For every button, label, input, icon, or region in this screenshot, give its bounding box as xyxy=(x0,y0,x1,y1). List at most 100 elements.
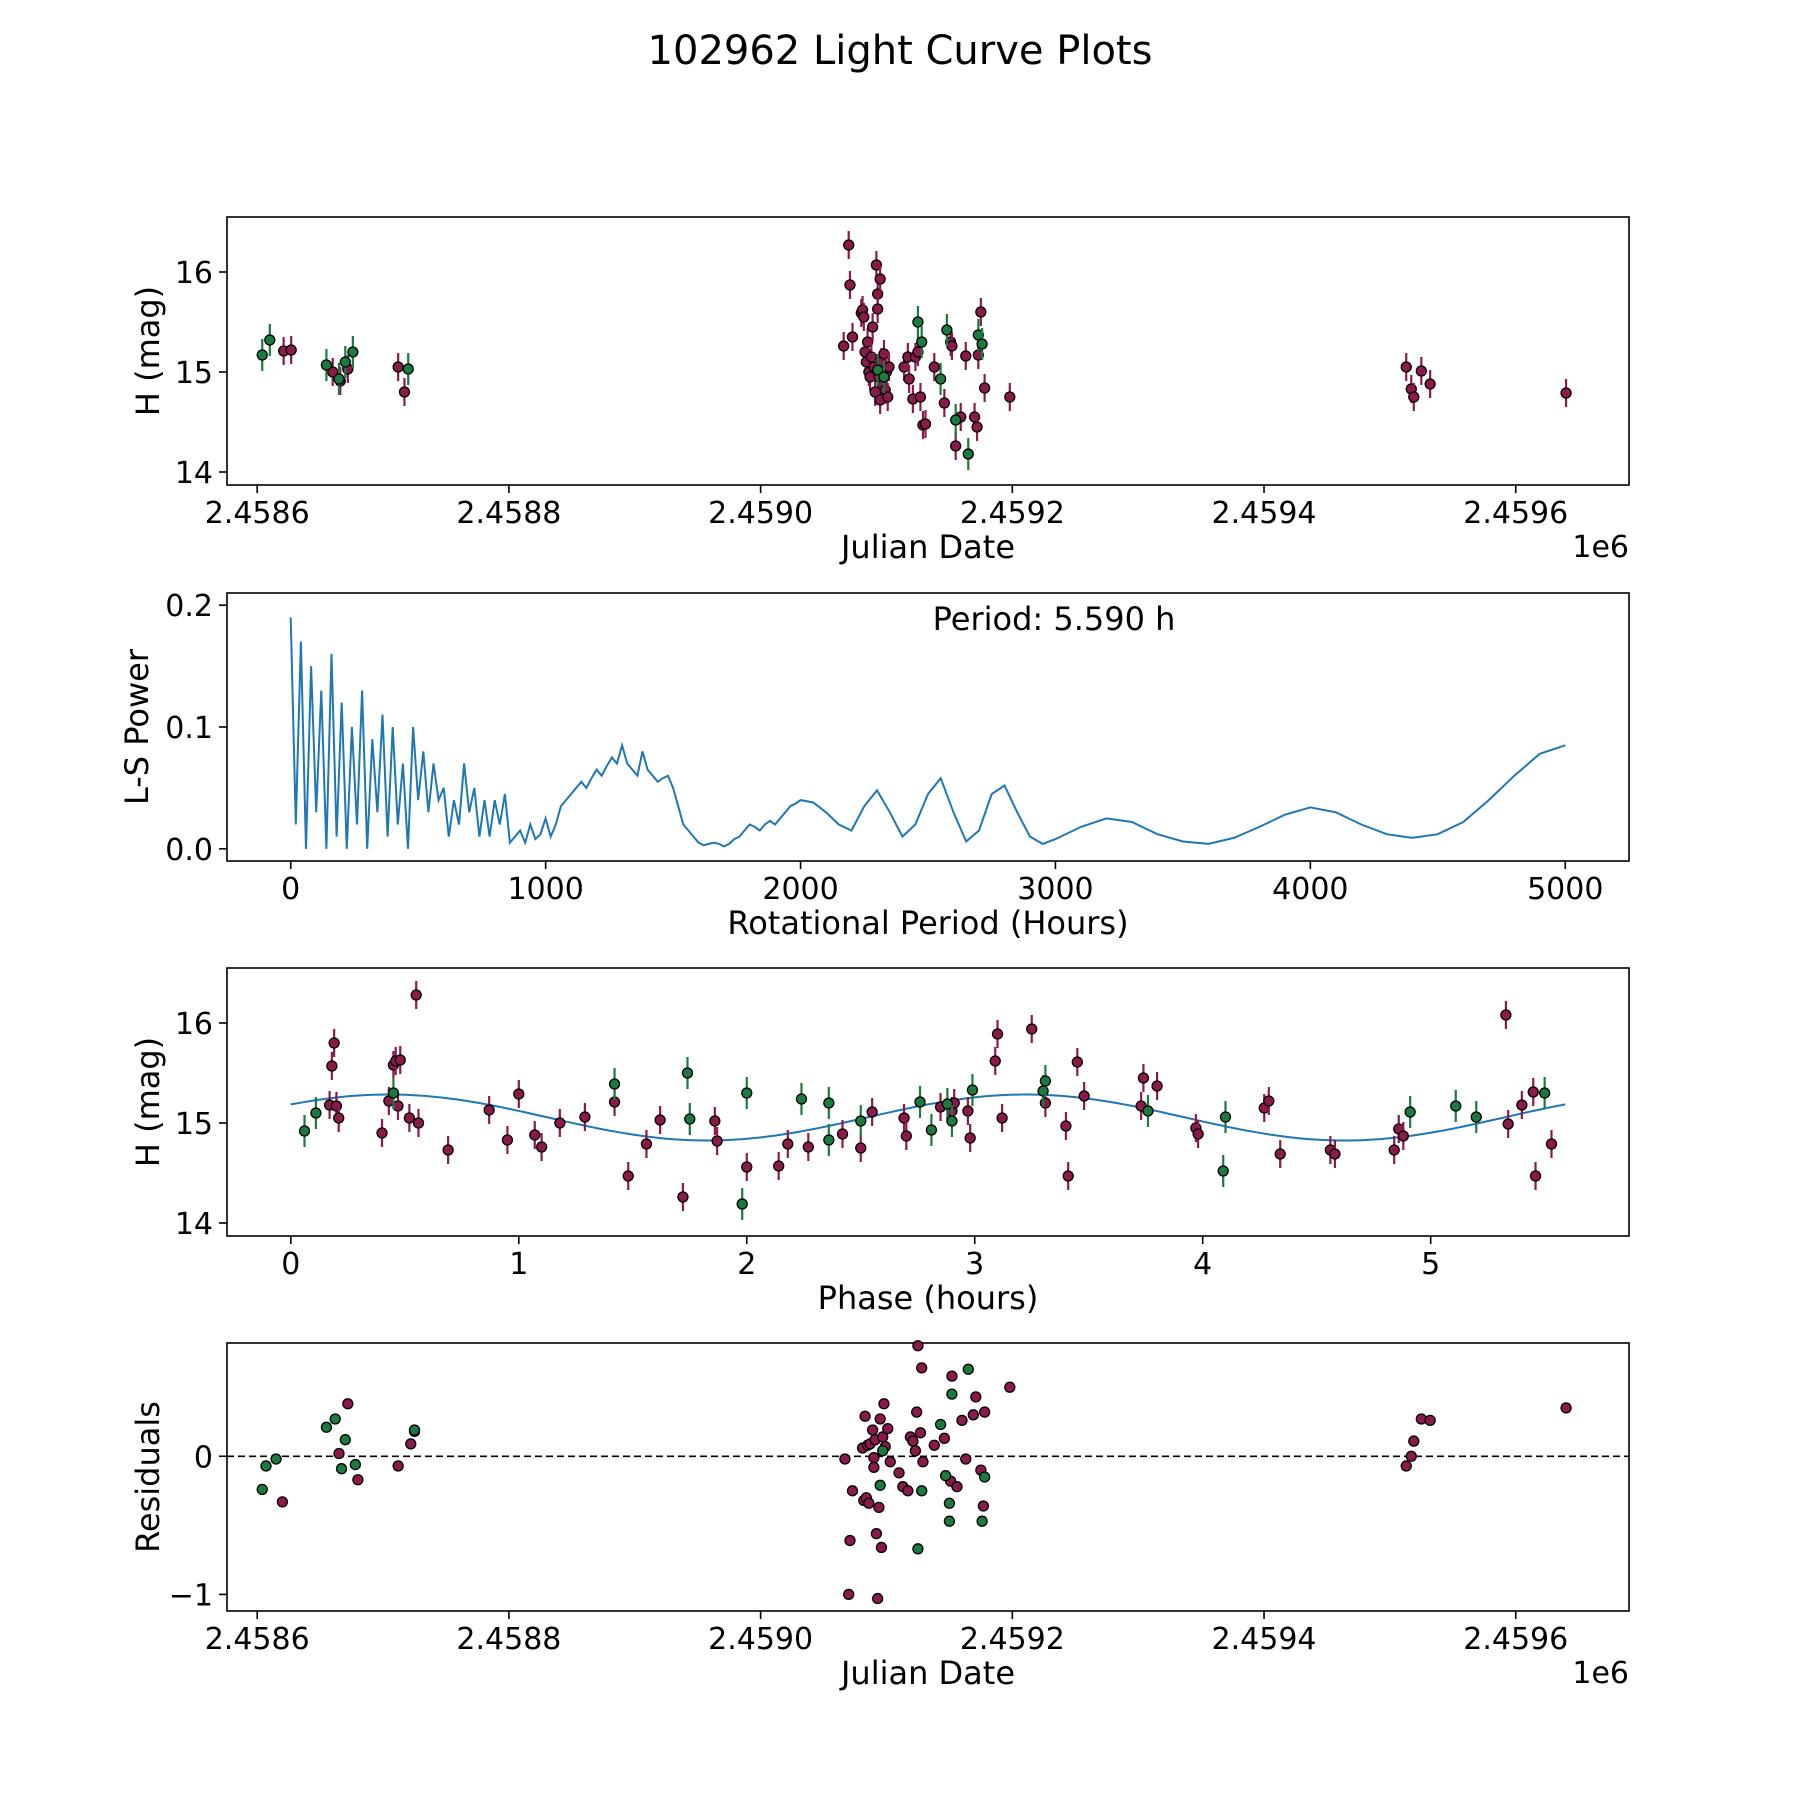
phased-xtick-label: 4 xyxy=(1193,1247,1212,1282)
residuals-xtick-label: 2.4586 xyxy=(205,1622,310,1657)
periodogram-ylabel: L-S Power xyxy=(118,648,156,805)
residuals-r-band-point xyxy=(352,1474,364,1486)
lightcurve-r-band-point xyxy=(914,391,927,403)
phased-g-band-point xyxy=(298,1125,311,1137)
residuals-g-band-point xyxy=(946,1388,958,1400)
residuals-g-band-point xyxy=(408,1424,421,1436)
phased-r-band-point xyxy=(898,1112,910,1124)
lightcurve-r-band-point xyxy=(919,418,932,430)
lightcurve-r-band-point xyxy=(938,397,951,409)
phased-g-band-point xyxy=(684,1113,696,1125)
phased-r-band-point xyxy=(773,1160,785,1172)
residuals-r-band-point xyxy=(276,1496,289,1508)
phased-r-band-point xyxy=(1527,1086,1539,1098)
lightcurve-r-band-point xyxy=(872,303,884,315)
phased-r-band-point xyxy=(1192,1128,1204,1140)
phased-g-band-point xyxy=(941,1098,954,1110)
residuals-xtick-label: 2.4590 xyxy=(708,1622,813,1657)
phased-r-band-point xyxy=(1137,1072,1150,1084)
phased-r-band-point xyxy=(1500,1009,1512,1021)
phased-g-band-point xyxy=(1217,1165,1229,1177)
phased-r-band-point xyxy=(741,1161,753,1173)
lightcurve-r-band-point xyxy=(946,340,958,352)
phased-r-band-point xyxy=(1151,1080,1163,1092)
lightcurve-r-band-point xyxy=(878,348,890,360)
lightcurve-offset-label: 1e6 xyxy=(1572,530,1629,565)
lightcurve-r-band-point xyxy=(392,361,404,373)
phased-r-band-point xyxy=(900,1130,912,1142)
residuals-ytick-label: −1 xyxy=(169,1578,213,1613)
lightcurve-xtick-label: 2.4588 xyxy=(456,496,561,531)
phased-ylabel: H (mag) xyxy=(129,1037,167,1167)
lightcurve-g-band-point xyxy=(256,349,268,361)
phased-g-band-point xyxy=(1219,1111,1232,1123)
residuals-r-band-point xyxy=(1004,1381,1016,1393)
residuals-g-band-point xyxy=(939,1469,952,1482)
phased-r-band-point xyxy=(1060,1120,1072,1132)
phased-g-band-point xyxy=(608,1078,621,1090)
phased-r-band-point xyxy=(640,1138,653,1150)
residuals-r-band-point xyxy=(970,1391,982,1403)
phased-g-band-point xyxy=(823,1097,835,1109)
lightcurve-r-band-point xyxy=(883,361,895,373)
lightcurve-r-band-point xyxy=(398,386,411,398)
residuals-r-band-point xyxy=(875,1541,888,1554)
lightcurve-r-band-point xyxy=(950,440,962,452)
phased-r-band-point xyxy=(330,1100,343,1112)
lightcurve-g-band-point xyxy=(872,364,884,376)
residuals-r-band-point xyxy=(839,1453,851,1465)
phased-r-band-point xyxy=(855,1142,867,1154)
lightcurve-g-band-point xyxy=(264,334,276,346)
phased-g-band-point xyxy=(1539,1087,1551,1099)
lightcurve-g-band-point xyxy=(962,448,974,460)
lightcurve-r-band-point xyxy=(846,331,859,343)
lightcurve-r-band-point xyxy=(1004,391,1016,403)
phased-r-band-point xyxy=(1263,1095,1275,1107)
residuals-g-band-point xyxy=(943,1515,956,1527)
phased-r-band-point xyxy=(554,1117,566,1129)
phased-g-band-point xyxy=(1037,1085,1049,1097)
figure-title: 102962 Light Curve Plots xyxy=(648,28,1153,74)
lightcurve-r-band-point xyxy=(285,344,297,356)
residuals-r-band-point xyxy=(956,1414,968,1427)
residuals-r-band-point xyxy=(911,1406,923,1418)
periodogram-xtick-label: 4000 xyxy=(1272,872,1348,907)
phased-g-band-point xyxy=(966,1084,979,1096)
residuals-r-band-point xyxy=(844,1534,856,1547)
phased-xtick-label: 2 xyxy=(737,1247,756,1282)
lightcurve-r-band-point xyxy=(960,350,972,362)
phased-r-band-point xyxy=(1502,1118,1514,1130)
lightcurve-g-band-point xyxy=(402,363,414,375)
residuals-r-band-point xyxy=(884,1456,896,1468)
phased-r-band-point xyxy=(501,1134,514,1146)
lightcurve-r-band-point xyxy=(912,346,924,358)
residuals-ylabel: Residuals xyxy=(129,1401,167,1553)
phased-r-band-point xyxy=(866,1106,878,1118)
lightcurve-r-band-point xyxy=(971,421,983,433)
lightcurve-g-band-point xyxy=(320,359,333,371)
lightcurve-ylabel: H (mag) xyxy=(129,286,167,416)
phased-frame xyxy=(226,967,1630,1237)
phased-xtick-label: 1 xyxy=(509,1247,528,1282)
phased-r-band-point xyxy=(654,1114,666,1126)
lightcurve-r-band-point xyxy=(975,306,987,318)
residuals-g-band-point xyxy=(339,1434,351,1446)
residuals-r-band-point xyxy=(977,1500,990,1512)
residuals-g-band-point xyxy=(912,1543,924,1555)
phased-xlabel: Phase (hours) xyxy=(818,1279,1039,1317)
phased-r-band-point xyxy=(1026,1023,1038,1035)
periodogram-xtick-label: 2000 xyxy=(762,872,838,907)
lightcurve-r-band-point xyxy=(858,311,870,323)
residuals-r-band-point xyxy=(978,1406,991,1418)
phased-xtick-label: 0 xyxy=(281,1247,300,1282)
lightcurve-r-band-point xyxy=(843,239,855,251)
phased-r-band-point xyxy=(394,1054,406,1066)
phased-panel: Phase (hours) H (mag) 0 1 2 3 4 5 14 15 16 xyxy=(129,967,1630,1317)
residuals-g-band-point xyxy=(349,1458,362,1471)
phased-g-band-point xyxy=(925,1124,938,1136)
residuals-r-band-point xyxy=(859,1410,871,1422)
phased-r-band-point xyxy=(410,989,422,1001)
residuals-r-band-point xyxy=(914,1427,927,1439)
phased-r-band-point xyxy=(1397,1130,1409,1142)
residuals-g-band-point xyxy=(978,1471,991,1483)
